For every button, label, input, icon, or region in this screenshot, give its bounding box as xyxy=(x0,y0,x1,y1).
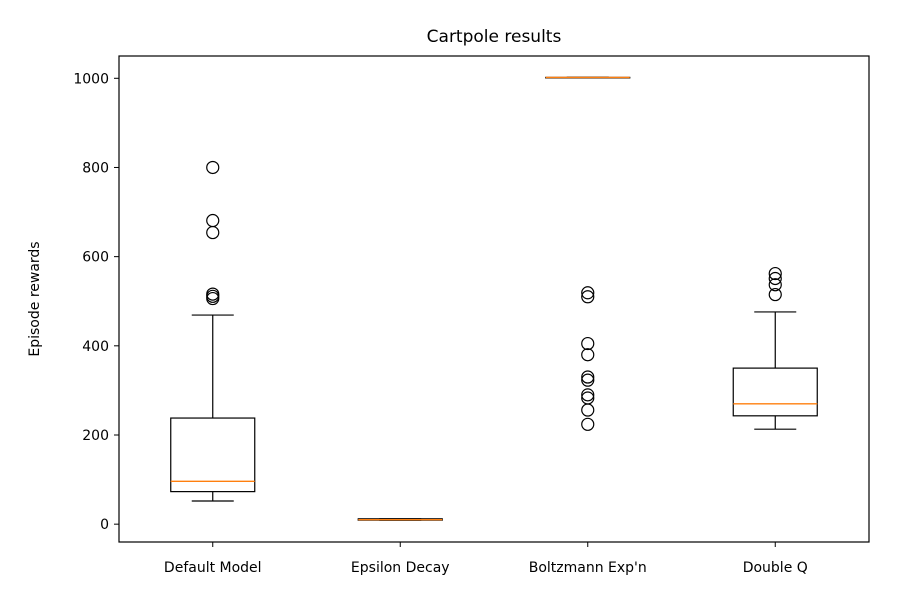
outlier-point xyxy=(581,388,595,402)
x-tick-label: Epsilon Decay xyxy=(351,560,450,576)
outlier-point xyxy=(581,348,595,362)
box-group xyxy=(545,76,631,431)
box-iqr xyxy=(732,367,818,417)
outlier-point xyxy=(581,370,595,384)
plot-area: 0 200 400 600 800 1000 Default Model Epsilon De… xyxy=(73,71,818,576)
outlier-point xyxy=(206,225,220,240)
y-tick-label: 400 xyxy=(82,339,109,355)
outlier-point xyxy=(768,271,782,286)
x-tick-label: Default Model xyxy=(164,560,262,576)
box-group xyxy=(357,518,443,521)
outlier-point xyxy=(206,160,220,175)
chart-title: Cartpole results xyxy=(427,27,562,47)
outlier-point xyxy=(581,373,595,387)
outlier-point xyxy=(581,336,595,351)
y-axis-label: Episode rewards xyxy=(27,241,43,356)
y-tick-label: 200 xyxy=(82,428,109,444)
outlier-point xyxy=(581,403,595,417)
box-iqr xyxy=(170,417,256,493)
outlier-point xyxy=(768,287,782,302)
outlier-point xyxy=(206,213,220,228)
outlier-point xyxy=(581,290,595,304)
x-tick-label: Boltzmann Exp'n xyxy=(529,560,647,576)
y-tick-label: 800 xyxy=(82,160,109,176)
y-tick-label: 1000 xyxy=(73,71,109,87)
y-tick-label: 600 xyxy=(82,250,109,266)
x-tick-label: Double Q xyxy=(743,560,808,576)
outlier-point xyxy=(768,278,782,292)
box-group xyxy=(732,266,818,430)
outlier-point xyxy=(581,391,595,405)
outlier-point xyxy=(206,291,220,306)
outlier-point xyxy=(581,417,595,431)
y-tick-label: 0 xyxy=(100,517,109,533)
box-group xyxy=(170,160,256,502)
outlier-point xyxy=(768,266,782,281)
plot-frame xyxy=(118,55,870,543)
outlier-point xyxy=(581,286,595,300)
